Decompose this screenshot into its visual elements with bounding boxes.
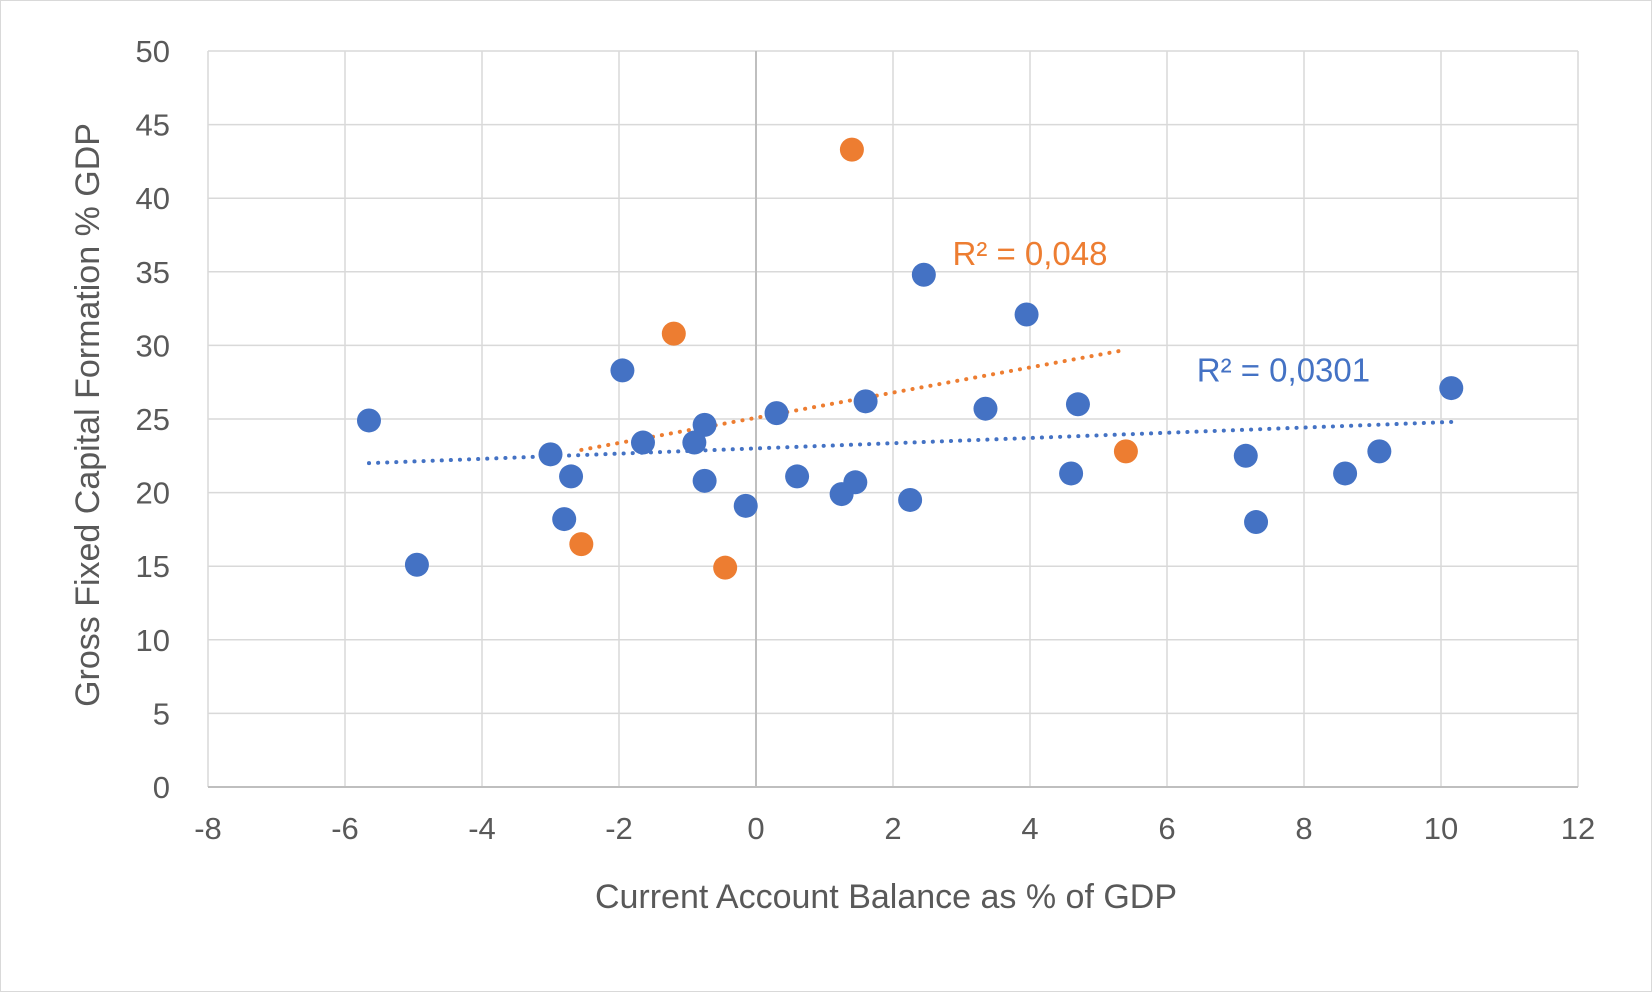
r-squared-label: R² = 0,0301 — [1197, 351, 1370, 388]
x-tick-label: -4 — [468, 811, 496, 846]
data-point — [1059, 461, 1084, 486]
x-axis-title: Current Account Balance as % of GDP — [595, 878, 1177, 916]
x-tick-label: -6 — [331, 811, 359, 846]
y-tick-label: 30 — [136, 328, 170, 363]
data-point — [1113, 439, 1138, 464]
y-tick-label: 10 — [136, 623, 170, 658]
data-point — [1065, 392, 1090, 417]
x-tick-label: -8 — [194, 811, 222, 846]
data-point — [692, 412, 717, 437]
y-tick-label: 20 — [136, 476, 170, 511]
data-point — [973, 396, 998, 421]
y-tick-label: 5 — [153, 696, 170, 731]
data-point — [785, 464, 810, 489]
data-point — [1367, 439, 1392, 464]
trendline — [366, 419, 1454, 466]
data-point — [713, 555, 738, 580]
data-point — [1333, 461, 1358, 486]
data-point — [1233, 443, 1258, 468]
data-point — [610, 358, 635, 383]
y-tick-label: 15 — [136, 549, 170, 584]
data-point — [692, 468, 717, 493]
x-tick-label: 4 — [1021, 811, 1038, 846]
x-tick-label: 6 — [1158, 811, 1175, 846]
data-point — [559, 464, 584, 489]
data-point — [1244, 510, 1269, 535]
x-tick-label: 0 — [747, 811, 764, 846]
data-point — [630, 430, 655, 455]
trendline — [579, 347, 1128, 452]
axes: -8 -6 -4 -2 0 2 4 6 8 10 12 0 5 10 15 20 25 30 35 40 45 50 — [136, 34, 1596, 846]
x-tick-label: 2 — [884, 811, 901, 846]
y-tick-label: 25 — [136, 402, 170, 437]
data-point — [356, 408, 381, 433]
y-tick-label: 0 — [153, 770, 170, 805]
y-tick-label: 40 — [136, 181, 170, 216]
data-point — [1014, 302, 1039, 327]
data-point — [661, 321, 686, 346]
x-tick-label: 8 — [1295, 811, 1312, 846]
data-points — [356, 137, 1464, 580]
x-tick-label: 10 — [1424, 811, 1458, 846]
data-point — [682, 430, 707, 455]
y-tick-label: 35 — [136, 255, 170, 290]
data-point — [404, 552, 429, 577]
data-point — [911, 262, 936, 287]
data-point — [733, 493, 758, 518]
data-point — [764, 401, 789, 426]
grid-lines — [207, 50, 1579, 787]
data-point — [843, 470, 868, 495]
r-squared-label: R² = 0,048 — [952, 235, 1107, 272]
y-tick-label: 45 — [136, 108, 170, 143]
data-point — [1439, 376, 1464, 401]
data-point — [853, 389, 878, 414]
data-point — [898, 487, 923, 512]
data-point — [538, 442, 563, 467]
data-point — [839, 137, 864, 162]
y-tick-label: 50 — [136, 34, 170, 69]
data-point — [552, 507, 577, 532]
x-tick-label: 12 — [1561, 811, 1595, 846]
labels: R² = 0,0301 R² = 0,048 — [952, 235, 1370, 388]
x-tick-label: -2 — [605, 811, 633, 846]
data-point — [569, 532, 594, 557]
y-axis-title: Gross Fixed Capital Formation % GDP — [69, 123, 107, 707]
